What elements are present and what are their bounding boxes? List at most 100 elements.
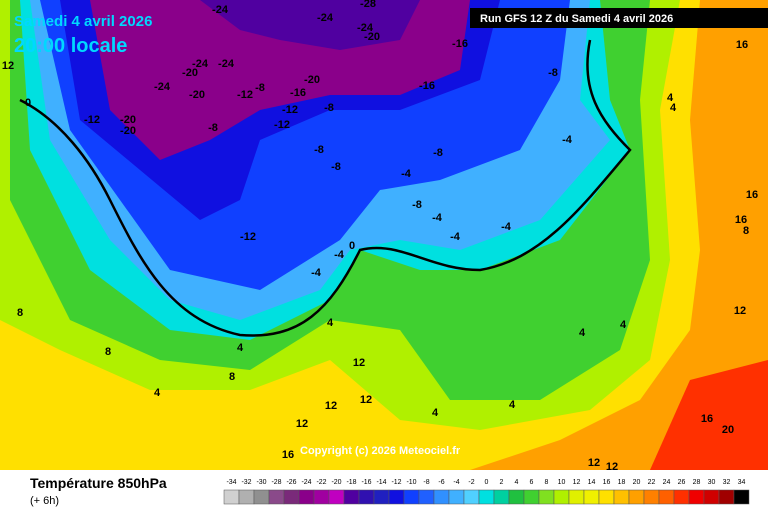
legend-tick: -2: [468, 479, 474, 486]
contour-label: 8: [17, 307, 23, 319]
contour-label: -16: [290, 87, 306, 99]
contour-label: -24: [154, 81, 171, 93]
legend-tick: -22: [316, 479, 326, 486]
legend-tick: 14: [588, 479, 596, 486]
legend-swatch: [328, 489, 345, 505]
legend-swatch: [463, 489, 480, 505]
contour-label: -20: [120, 114, 136, 126]
run-label: Run GFS 12 Z du Samedi 4 avril 2026: [480, 13, 673, 25]
legend-tick: 22: [648, 479, 656, 486]
contour-label: -20: [182, 67, 198, 79]
contour-label: -24: [317, 12, 334, 24]
contour-label: -12: [274, 119, 290, 131]
date-label: Samedi 4 avril 2026: [14, 13, 152, 30]
legend-tick: 30: [708, 479, 716, 486]
zone-red: [650, 360, 768, 470]
contour-label: 12: [606, 461, 618, 473]
contour-label: -24: [192, 58, 209, 70]
legend-tick: 18: [618, 479, 626, 486]
contour-label: -8: [331, 161, 341, 173]
legend: -34 -32 -30 -28 -26 -24 -22 -20 -18 -16 -14 -12 -10-…: [223, 479, 750, 505]
contour-label: -8: [208, 122, 218, 134]
zone-violet: [200, 0, 420, 50]
legend-tick: -20: [331, 479, 341, 486]
contour-label: -24: [218, 58, 235, 70]
footer-title: Température 850hPa: [30, 475, 167, 491]
legend-tick: 28: [693, 479, 701, 486]
legend-tick: -4: [453, 479, 459, 486]
contour-label: -8: [324, 102, 334, 114]
legend-swatch: [553, 489, 570, 505]
contour-label: -24: [212, 4, 229, 16]
contour-label: -20: [189, 89, 205, 101]
legend-swatch: [223, 489, 240, 505]
contour-label: 20: [722, 424, 734, 436]
legend-tick: 2: [500, 479, 504, 486]
legend-tick: 8: [545, 479, 549, 486]
contour-label: 16: [736, 39, 748, 51]
legend-tick: 4: [515, 479, 519, 486]
contour-labels: -24-24-28-24-20-16-24 -24-20-24-20 -12-8-2…: [2, 0, 758, 473]
time-label: 20:00 locale: [14, 35, 127, 57]
contour-label: -4: [562, 134, 573, 146]
contour-label: 4: [667, 92, 674, 104]
contour-label: -4: [501, 221, 512, 233]
contour-label: 12: [296, 418, 308, 430]
legend-tick: -24: [301, 479, 311, 486]
contour-label: -8: [314, 144, 324, 156]
contour-label: 12: [353, 357, 365, 369]
legend-swatch: [568, 489, 585, 505]
legend-swatch: [673, 489, 690, 505]
contour-label: 16: [701, 413, 713, 425]
legend-swatch: [433, 489, 450, 505]
contour-label: 4: [154, 387, 161, 399]
contour-label: -12: [240, 231, 256, 243]
contour-label: -8: [548, 67, 558, 79]
run-box: [470, 8, 768, 28]
contour-label: -20: [120, 125, 136, 137]
legend-swatch: [358, 489, 375, 505]
legend-swatch: [283, 489, 300, 505]
contour-label: 12: [360, 394, 372, 406]
contour-label: -4: [432, 212, 443, 224]
contour-label: 4: [509, 399, 516, 411]
contour-label: 16: [735, 214, 747, 226]
contour-label: -24: [357, 22, 374, 34]
legend-swatch: [613, 489, 630, 505]
legend-tick: -6: [438, 479, 444, 486]
legend-tick: -12: [391, 479, 401, 486]
legend-tick: 16: [603, 479, 611, 486]
contour-label: 0: [25, 97, 31, 109]
contour-label: 12: [588, 457, 600, 469]
contour-label: -8: [433, 147, 443, 159]
contour-label: 0: [349, 240, 355, 252]
legend-swatch: [688, 489, 705, 505]
contour-label: 4: [620, 319, 627, 331]
legend-swatch: [403, 489, 420, 505]
contour-label: -20: [304, 74, 320, 86]
legend-swatch: [598, 489, 615, 505]
contour-label: -16: [452, 38, 468, 50]
legend-tick: -14: [376, 479, 386, 486]
legend-tick: -32: [241, 479, 251, 486]
legend-swatch: [388, 489, 405, 505]
legend-tick: -30: [256, 479, 266, 486]
legend-swatch: [238, 489, 255, 505]
contour-label: 8: [105, 346, 111, 358]
legend-swatch: [658, 489, 675, 505]
contour-label: 4: [327, 317, 334, 329]
contour-label: -4: [450, 231, 461, 243]
legend-swatch: [508, 489, 525, 505]
copyright: Copyright (c) 2026 Meteociel.fr: [300, 445, 461, 457]
contour-label: 12: [734, 305, 746, 317]
contour-label: -4: [311, 267, 322, 279]
legend-swatch: [703, 489, 720, 505]
legend-tick: -26: [286, 479, 296, 486]
legend-swatch: [313, 489, 330, 505]
legend-tick: 6: [530, 479, 534, 486]
contour-label: -12: [84, 114, 100, 126]
zero-isotherm: [19, 39, 632, 337]
contour-label: 4: [237, 342, 244, 354]
contour-label: -4: [334, 249, 345, 261]
